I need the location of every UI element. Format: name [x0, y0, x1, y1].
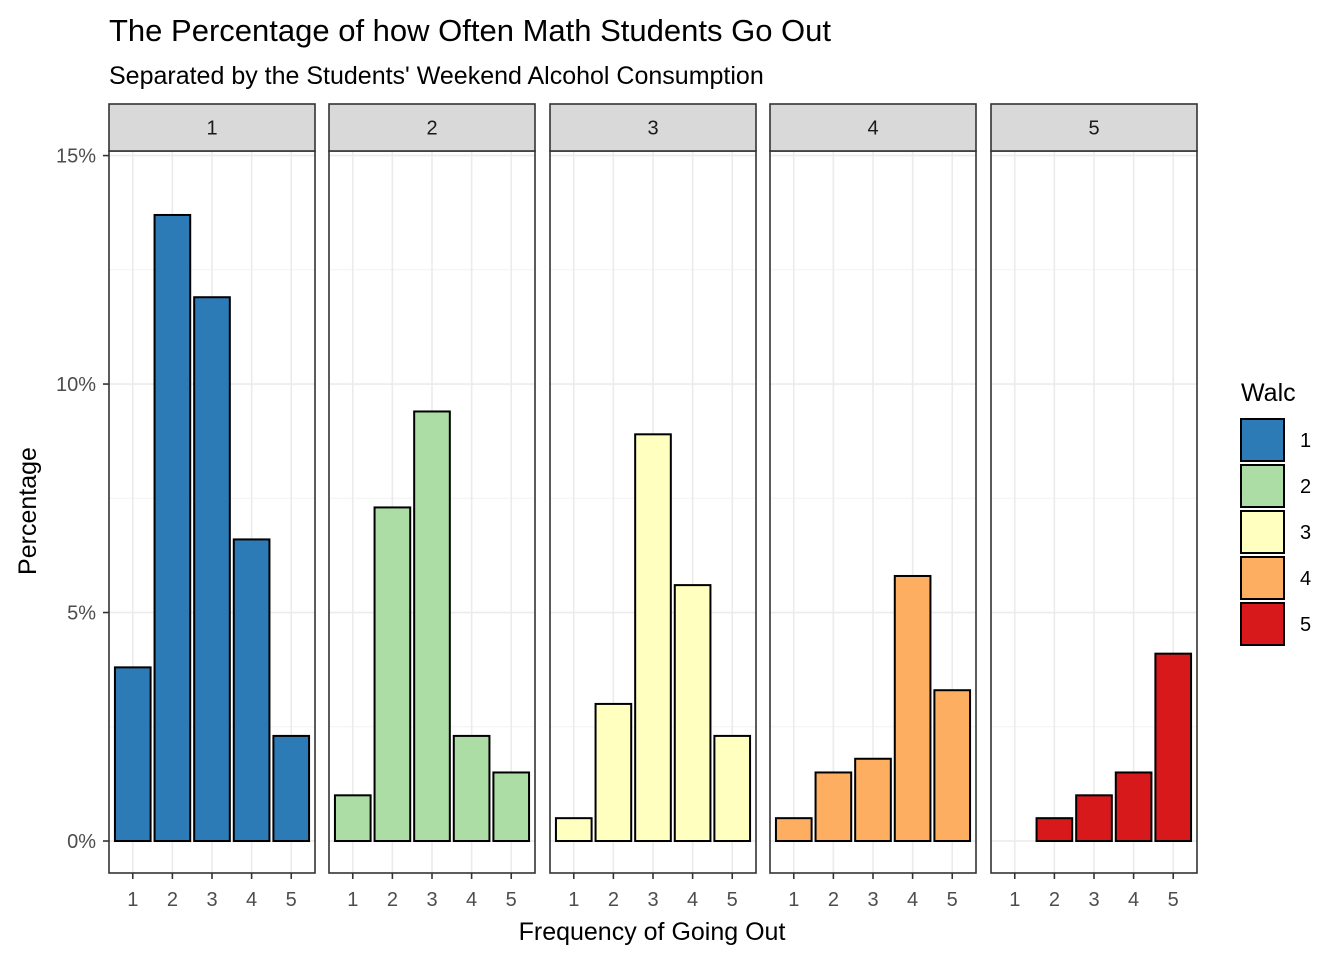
bar-walc3-goout1 — [554, 817, 593, 843]
x-tick-label: 5 — [947, 889, 958, 911]
facet-panels: 1 1 2 3 4 5 2 1 2 3 4 5 3 1 2 3 4 5 4 1 2 3 4 5 5 1 2 3 4 5 — [108, 103, 1198, 911]
bar-walc2-goout5 — [492, 771, 531, 843]
x-tick-label: 1 — [347, 889, 358, 911]
x-tick-label: 1 — [1009, 889, 1020, 911]
bar-walc1-goout2 — [153, 213, 192, 843]
facet-strip-label: 3 — [647, 118, 658, 140]
bar-walc1-goout3 — [193, 296, 231, 843]
bar-walc1-goout5 — [272, 734, 311, 843]
y-tick-label: 5% — [67, 603, 96, 625]
x-tick-label: 4 — [687, 889, 698, 911]
y-axis: 0% 5% 10% 15% — [56, 146, 109, 853]
bar-walc1-goout1 — [113, 666, 152, 843]
legend-label-2: 2 — [1300, 476, 1311, 498]
chart-title: The Percentage of how Often Math Student… — [109, 13, 831, 48]
bar-walc1-goout4 — [232, 538, 271, 843]
bar-walc2-goout2 — [373, 506, 412, 843]
facet-strip-label: 5 — [1088, 118, 1099, 140]
bar-walc4-goout3 — [854, 757, 892, 843]
legend-title: Walc — [1241, 379, 1296, 407]
bar-walc2-goout4 — [452, 734, 491, 843]
y-tick-label: 15% — [56, 146, 96, 168]
x-tick-label: 5 — [727, 889, 738, 911]
legend: 1 2 3 4 5 — [1240, 418, 1311, 646]
facet-panel-1: 1 1 2 3 4 5 — [108, 103, 316, 911]
facet-strip — [549, 103, 757, 152]
x-axis-title: Frequency of Going Out — [519, 918, 786, 946]
bar-walc4-goout5 — [933, 689, 972, 843]
facet-strip-label: 2 — [426, 118, 437, 140]
x-tick-label: 5 — [506, 889, 517, 911]
bar-walc4-goout2 — [814, 771, 853, 843]
x-tick-label: 2 — [167, 889, 178, 911]
chart-subtitle: Separated by the Students' Weekend Alcoh… — [109, 62, 764, 90]
facet-panel-2: 2 1 2 3 4 5 — [328, 103, 536, 911]
x-tick-label: 3 — [206, 889, 217, 911]
bar-walc5-goout2 — [1035, 817, 1074, 843]
x-tick-label: 2 — [1049, 889, 1060, 911]
x-tick-label: 4 — [1128, 889, 1139, 911]
x-tick-label: 2 — [608, 889, 619, 911]
x-tick-label: 1 — [568, 889, 579, 911]
bar-walc4-goout4 — [893, 574, 932, 843]
x-tick-label: 4 — [907, 889, 918, 911]
bar-walc5-goout5 — [1154, 652, 1193, 843]
legend-key-4 — [1240, 556, 1285, 600]
facet-strip-label: 4 — [867, 118, 878, 140]
legend-label-4: 4 — [1300, 568, 1311, 590]
bar-walc5-goout4 — [1114, 771, 1153, 843]
x-tick-label: 3 — [426, 889, 437, 911]
x-tick-label: 5 — [1168, 889, 1179, 911]
facet-panel-3: 3 1 2 3 4 5 — [549, 103, 757, 911]
x-tick-label: 5 — [286, 889, 297, 911]
legend-key-3 — [1240, 510, 1285, 554]
x-tick-label: 1 — [127, 889, 138, 911]
facet-panel-5: 5 1 2 3 4 5 — [990, 103, 1198, 911]
legend-key-5 — [1240, 602, 1285, 646]
bar-walc3-goout3 — [634, 433, 672, 843]
x-tick-label: 3 — [867, 889, 878, 911]
y-tick-label: 10% — [56, 374, 96, 396]
x-tick-label: 2 — [828, 889, 839, 911]
legend-key-2 — [1240, 464, 1285, 508]
facet-panel-4: 4 1 2 3 4 5 — [769, 103, 977, 911]
x-tick-label: 4 — [466, 889, 477, 911]
legend-label-1: 1 — [1300, 430, 1311, 452]
y-tick-label: 0% — [67, 831, 96, 853]
facet-strip — [990, 103, 1198, 152]
facet-strip — [769, 103, 977, 152]
x-tick-label: 1 — [788, 889, 799, 911]
facet-strip — [108, 103, 316, 152]
y-axis-title: Percentage — [14, 447, 42, 575]
x-tick-label: 3 — [1088, 889, 1099, 911]
legend-label-3: 3 — [1300, 522, 1311, 544]
x-tick-label: 4 — [246, 889, 257, 911]
bar-walc4-goout1 — [774, 817, 813, 843]
legend-key-1 — [1240, 418, 1285, 462]
bar-walc3-goout2 — [594, 702, 633, 843]
legend-label-5: 5 — [1300, 614, 1311, 636]
x-tick-label: 2 — [387, 889, 398, 911]
bar-walc3-goout4 — [673, 584, 712, 843]
bar-walc3-goout5 — [713, 734, 752, 843]
facet-strip — [328, 103, 536, 152]
facet-strip-label: 1 — [206, 118, 217, 140]
bar-walc5-goout3 — [1075, 794, 1113, 843]
bar-walc2-goout1 — [333, 794, 372, 843]
bar-walc2-goout3 — [413, 410, 451, 843]
x-tick-label: 3 — [647, 889, 658, 911]
